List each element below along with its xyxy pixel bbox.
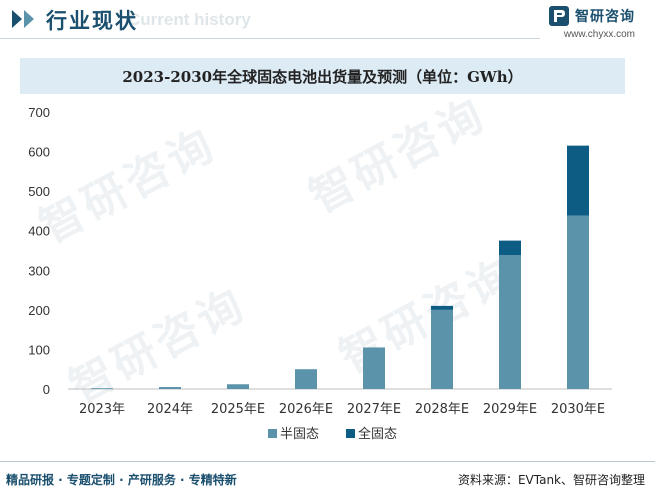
x-tick-label: 2026年E — [279, 402, 333, 417]
x-tick-label: 2023年 — [79, 402, 125, 417]
header-ghost-text: Current history — [128, 10, 251, 29]
bar-semi-solid — [91, 388, 113, 389]
chart-title: 2023-2030年全球固态电池出货量及预测（单位：GWh） — [122, 67, 523, 86]
legend-label: 全固态 — [358, 426, 397, 442]
legend-swatch — [268, 429, 277, 438]
y-tick-label: 400 — [28, 224, 50, 239]
page-header: Current history 行业现状 智研咨询 www.chyxx.com — [0, 0, 655, 46]
bar-chart: 0 100 200 300 400 500 600 700 2023年 2024年 2025年E 20… — [28, 105, 612, 442]
bar-semi-solid — [431, 309, 453, 389]
y-tick-label: 100 — [28, 342, 50, 357]
bar-all-solid — [567, 145, 589, 216]
page-title: 行业现状 — [46, 9, 138, 33]
brand-name: 智研咨询 — [575, 9, 635, 25]
bar-semi-solid — [567, 215, 589, 389]
x-tick-label: 2024年 — [147, 402, 193, 417]
x-tick-label: 2027年E — [347, 402, 401, 417]
footer-source: 资料来源：EVTank、智研咨询整理 — [457, 473, 645, 487]
y-tick-label: 500 — [28, 184, 50, 199]
bar-semi-solid — [499, 255, 521, 389]
bar-semi-solid — [295, 369, 317, 389]
legend-swatch — [346, 429, 355, 438]
brand-block: 智研咨询 www.chyxx.com — [548, 5, 635, 40]
x-tick-label: 2025年E — [211, 402, 265, 417]
page-footer: 精品研报 · 专题定制 · 产研服务 · 专精特新 资料来源：EVTank、智研… — [0, 461, 655, 496]
bar-semi-solid — [159, 387, 181, 389]
header-divider — [0, 38, 540, 39]
brand-url: www.chyxx.com — [563, 29, 635, 40]
chart-title-bar: 2023-2030年全球固态电池出货量及预测（单位：GWh） — [20, 58, 625, 94]
bar-semi-solid — [363, 347, 385, 389]
bar-semi-solid — [227, 384, 249, 389]
y-tick-label: 200 — [28, 303, 50, 318]
y-tick-label: 0 — [43, 382, 50, 397]
y-tick-label: 300 — [28, 263, 50, 278]
double-chevron-icon — [12, 10, 34, 28]
y-tick-label: 700 — [28, 105, 50, 120]
bar-all-solid — [499, 240, 521, 256]
x-tick-label: 2030年E — [551, 402, 605, 417]
brand-logo-icon — [549, 6, 569, 26]
x-tick-label: 2028年E — [415, 402, 469, 417]
x-tick-label: 2029年E — [483, 402, 537, 417]
bar-all-solid — [431, 305, 453, 310]
legend-label: 半固态 — [280, 427, 319, 442]
footer-tagline: 精品研报 · 专题定制 · 产研服务 · 专精特新 — [6, 473, 237, 487]
y-tick-label: 600 — [28, 145, 50, 160]
